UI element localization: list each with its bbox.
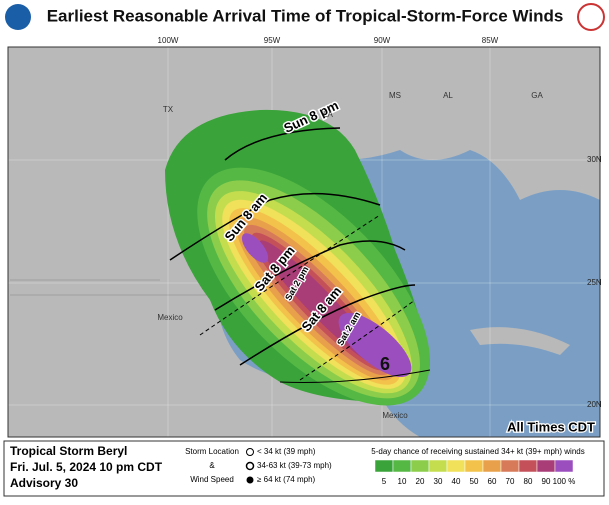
storm-name: Tropical Storm Beryl bbox=[10, 444, 127, 458]
scale-swatch bbox=[374, 459, 394, 473]
scale-label: 30 bbox=[434, 477, 443, 486]
prob-100 bbox=[241, 233, 269, 263]
advisory: Advisory 30 bbox=[10, 476, 78, 490]
scale-swatch bbox=[518, 459, 538, 473]
scale-label: 10 bbox=[398, 477, 407, 486]
border bbox=[10, 279, 215, 296]
map-frame bbox=[7, 46, 601, 438]
lon-label: 95W bbox=[264, 36, 281, 45]
scale-swatch bbox=[464, 459, 484, 473]
scale-swatch bbox=[410, 459, 430, 473]
lon-label: 100W bbox=[158, 36, 179, 45]
scale-title: 5-day chance of receiving sustained 34+ … bbox=[371, 447, 584, 456]
scale-label: 100 % bbox=[553, 477, 576, 486]
lon-label: 85W bbox=[482, 36, 499, 45]
country-label: Mexico bbox=[382, 411, 408, 420]
scale: 5 10 20 30 40 50 60 70 80 90 100 % bbox=[374, 459, 576, 486]
date: Fri. Jul. 5, 2024 10 pm CDT bbox=[10, 460, 163, 474]
state-label: LA bbox=[323, 110, 333, 119]
scale-swatch bbox=[500, 459, 520, 473]
symbol-ts bbox=[245, 461, 255, 471]
title: Earliest Reasonable Arrival Time of Trop… bbox=[47, 6, 564, 25]
scale-label: 90 bbox=[542, 477, 551, 486]
scale-label: 70 bbox=[506, 477, 515, 486]
state-label: MS bbox=[389, 91, 401, 100]
time-note: All Times CDT bbox=[507, 419, 595, 434]
cuba bbox=[470, 327, 570, 355]
prob-100 bbox=[338, 312, 412, 378]
lat-label: 20N bbox=[587, 400, 602, 409]
storm-symbol: 6 bbox=[380, 354, 390, 374]
lat-label: 30N bbox=[587, 155, 602, 164]
scale-swatch bbox=[554, 459, 574, 473]
lat-label: 25N bbox=[587, 278, 602, 287]
scale-label: 20 bbox=[416, 477, 425, 486]
symbol-weak bbox=[246, 448, 254, 456]
wind-class: < 34 kt (39 mph) bbox=[257, 447, 316, 456]
state-label: AL bbox=[443, 91, 453, 100]
scale-label: 80 bbox=[524, 477, 533, 486]
wind-class: ≥ 64 kt (74 mph) bbox=[257, 475, 316, 484]
nws-logo bbox=[577, 3, 605, 31]
lon-label: 90W bbox=[374, 36, 391, 45]
scale-swatch bbox=[536, 459, 556, 473]
scale-swatch bbox=[446, 459, 466, 473]
minor-isochrone-lines bbox=[199, 214, 416, 381]
scale-label: 50 bbox=[470, 477, 479, 486]
scale-label: 40 bbox=[452, 477, 461, 486]
map: Sun 8 pm Sun 8 am Sat 8 pm Sat 8 am Sat … bbox=[7, 46, 601, 438]
amp: & bbox=[209, 461, 215, 470]
scale-swatch bbox=[392, 459, 412, 473]
scale-label: 60 bbox=[488, 477, 497, 486]
scale-swatch bbox=[482, 459, 502, 473]
scale-swatch bbox=[428, 459, 448, 473]
noaa-logo bbox=[5, 4, 31, 30]
state-label: TX bbox=[163, 105, 174, 114]
isochrone-lines bbox=[169, 127, 431, 383]
country-label: Mexico bbox=[157, 313, 183, 322]
symbol-hurricane bbox=[246, 476, 254, 484]
location-title: Storm Location bbox=[185, 447, 239, 456]
state-label: GA bbox=[531, 91, 543, 100]
coordinate-labels: 100W 95W 90W 85W 30N 25N 20N bbox=[158, 36, 602, 409]
land bbox=[8, 47, 600, 437]
wind-title: Wind Speed bbox=[190, 475, 234, 484]
wind-class: 34-63 kt (39-73 mph) bbox=[257, 461, 332, 470]
scale-label: 5 bbox=[382, 477, 387, 486]
